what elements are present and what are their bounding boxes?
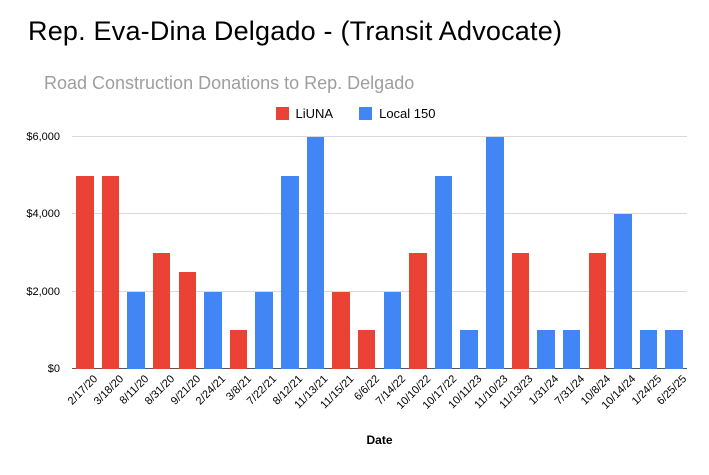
bar-10/10/22[interactable] (409, 253, 427, 369)
bar-1/24/25[interactable] (639, 330, 658, 369)
bar-8/12/21[interactable] (281, 175, 299, 369)
gridlines (72, 136, 687, 369)
x-axis-title: Date (366, 433, 393, 447)
bar-slot: 11/10/23 (472, 137, 510, 411)
bar-slot: 3/18/20 (91, 137, 126, 407)
y-tick-label: $2,000 (26, 285, 60, 298)
y-tick-label: $0 (47, 363, 60, 375)
plot-area: 2/17/20 3/18/20 8/11/20 8/31/20 9/21/20 2/24/… (66, 136, 690, 412)
bar-6/25/25[interactable] (665, 330, 683, 369)
bar-2/24/21[interactable] (204, 291, 222, 369)
bar-1/31/24[interactable] (537, 330, 555, 369)
gridline (72, 213, 687, 215)
bar-10/17/22[interactable] (434, 175, 453, 369)
bar-3/8/21[interactable] (229, 330, 248, 369)
bar-slot: 7/31/24 (553, 137, 587, 407)
bar-slot: 3/8/21 (224, 137, 254, 403)
y-tick-label: $6,000 (26, 131, 60, 143)
donations-chart: Road Construction Donations to Rep. Delg… (14, 73, 697, 447)
bar-7/31/24[interactable] (562, 330, 581, 369)
y-tick-label: $4,000 (26, 208, 60, 221)
bar-10/11/23[interactable] (460, 330, 478, 369)
bar-slot: 11/13/23 (498, 137, 536, 411)
page: Rep. Eva-Dina Delgado - (Transit Advocat… (14, 16, 697, 447)
bar-slot: 10/8/24 (578, 137, 613, 407)
bar-11/15/21[interactable] (332, 291, 350, 369)
bar-slot: 7/22/21 (245, 137, 280, 407)
bar-slot: 10/10/22 (395, 137, 433, 412)
bar-3/18/20[interactable] (101, 175, 120, 369)
bar-slot: 8/11/20 (118, 137, 152, 407)
plot-wrap: $0 $2,000 $4,000 $6,000 2/17/20 3/18/20 8/11/… (14, 131, 697, 412)
bar-8/11/20[interactable] (127, 291, 145, 369)
x-axis-line (72, 368, 687, 369)
bar-2/17/20[interactable] (76, 175, 94, 369)
bar-10/8/24[interactable] (588, 253, 607, 369)
chart-legend: LiUNA Local 150 (14, 106, 697, 121)
bar-11/10/23[interactable] (486, 137, 504, 369)
bar-slot: 7/14/22 (373, 137, 408, 407)
bar-slot: 11/15/21 (318, 137, 357, 411)
bar-7/14/22[interactable] (383, 291, 402, 369)
bar-slot: 9/21/20 (168, 137, 203, 407)
bar-slot: 1/31/24 (527, 137, 562, 407)
bar-8/31/20[interactable] (152, 253, 171, 369)
legend-swatch (359, 107, 373, 120)
bar-slot: 10/17/22 (420, 137, 459, 412)
bar-slot: 6/25/25 (655, 137, 690, 407)
bars: 2/17/20 3/18/20 8/11/20 8/31/20 9/21/20 2/24/… (66, 137, 690, 412)
page-title: Rep. Eva-Dina Delgado - (Transit Advocat… (28, 16, 563, 46)
bar-6/6/22[interactable] (357, 330, 376, 369)
legend-swatch (275, 107, 289, 120)
legend-item-liuna[interactable]: LiUNA (275, 106, 334, 121)
y-axis: $0 $2,000 $4,000 $6,000 (14, 131, 66, 375)
gridline (72, 290, 687, 292)
legend-item-local-150[interactable]: Local 150 (359, 106, 435, 121)
bar-slot: 10/11/23 (446, 137, 485, 411)
bar-slot: 2/24/21 (194, 137, 228, 407)
bar-slot: 1/24/25 (630, 137, 664, 407)
chart-title: Road Construction Donations to Rep. Delg… (44, 73, 415, 93)
legend-label: Local 150 (379, 106, 436, 121)
bar-slot: 8/31/20 (143, 137, 177, 407)
bar-slot: 8/12/21 (271, 137, 305, 407)
bar-10/14/24[interactable] (614, 214, 632, 369)
bar-7/22/21[interactable] (255, 291, 273, 369)
bar-11/13/21[interactable] (306, 137, 325, 369)
bar-slot: 11/13/21 (293, 137, 331, 411)
bar-slot: 2/17/20 (66, 137, 100, 407)
bar-slot: 10/14/24 (600, 137, 638, 412)
bar-9/21/20[interactable] (178, 272, 197, 369)
bar-11/13/23[interactable] (511, 253, 530, 369)
bar-slot: 6/6/22 (352, 137, 382, 403)
gridline (72, 136, 687, 137)
legend-label: LiUNA (295, 106, 334, 121)
